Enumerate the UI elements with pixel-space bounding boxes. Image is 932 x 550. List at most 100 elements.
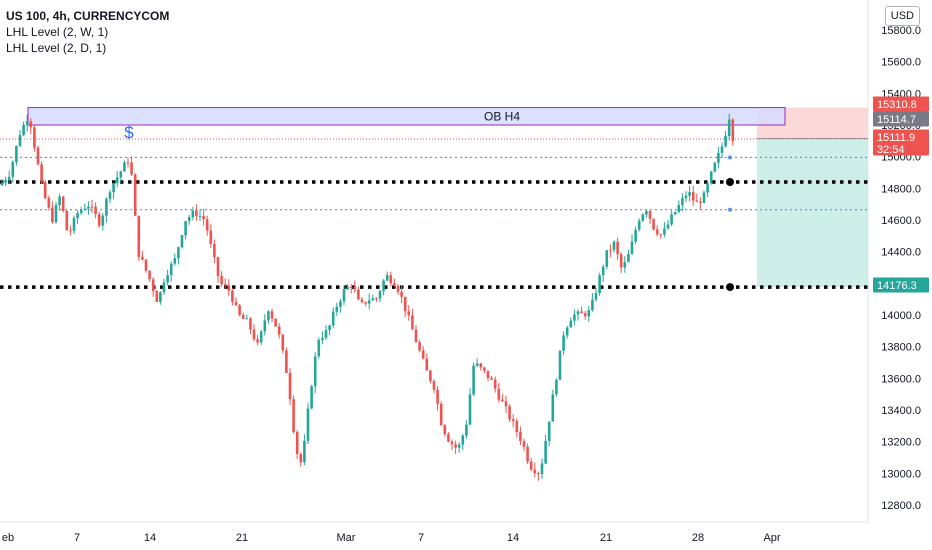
candle-body	[461, 435, 465, 445]
candle-body	[353, 286, 357, 290]
candle-body	[547, 421, 551, 441]
candle-body	[681, 198, 684, 205]
indicator-weekly[interactable]: LHL Level (2, W, 1)	[6, 25, 109, 39]
candle-body	[630, 241, 634, 254]
candle-body	[331, 311, 335, 326]
candle-body	[425, 358, 429, 371]
candle-body	[245, 318, 249, 320]
candle-body	[612, 241, 616, 251]
daily-level-dot	[728, 207, 732, 212]
weekly-level-dot	[726, 283, 734, 292]
candle-body	[123, 162, 126, 172]
candle-body	[414, 329, 418, 343]
candle-body	[717, 152, 720, 163]
candle-body	[504, 401, 508, 407]
candle-body	[288, 372, 292, 400]
candle-body	[609, 250, 612, 252]
candle-body	[349, 286, 353, 288]
candle-body	[184, 221, 187, 236]
candle-body	[637, 220, 641, 230]
candle-body	[169, 263, 173, 276]
candle-body	[209, 230, 213, 244]
candle-body	[306, 408, 310, 441]
candle-body	[238, 305, 241, 315]
candle-body	[213, 243, 216, 258]
candle-body	[223, 284, 227, 286]
candle-body	[79, 209, 83, 214]
candle-body	[198, 216, 202, 218]
candle-body	[501, 399, 504, 402]
candle-body	[285, 350, 288, 373]
candle-body	[367, 300, 371, 304]
candle-body	[407, 311, 411, 316]
candle-body	[303, 440, 306, 463]
candle-body	[695, 200, 699, 202]
candle-body	[90, 206, 94, 208]
time-tick-label: 7	[74, 532, 80, 544]
price-tick-label: 14000.0	[881, 310, 921, 322]
price-tick-label: 14400.0	[881, 247, 921, 259]
candle-body	[565, 327, 569, 336]
candle-body	[378, 291, 382, 299]
daily-level-dot	[728, 155, 732, 160]
candle-body	[659, 234, 663, 236]
candle-body	[94, 206, 97, 215]
candle-body	[40, 164, 43, 183]
candle-body	[670, 214, 673, 225]
candle-body	[346, 286, 349, 290]
price-tick-label: 14600.0	[881, 215, 921, 227]
candle-body	[195, 210, 198, 217]
candle-body	[76, 213, 79, 218]
candle-body	[508, 406, 511, 420]
price-tag-label: 14176.3	[877, 280, 917, 292]
candle-body	[148, 270, 151, 280]
candle-body	[281, 334, 285, 351]
candle-body	[486, 370, 490, 379]
candle-body	[443, 425, 447, 435]
candle-body	[173, 258, 177, 264]
indicator-daily[interactable]: LHL Level (2, D, 1)	[6, 41, 107, 55]
candle-body	[4, 180, 7, 183]
candle-body	[475, 363, 479, 366]
candle-body	[263, 320, 267, 332]
candle-body	[724, 135, 727, 147]
candle-body	[15, 145, 18, 163]
candle-body	[447, 434, 450, 442]
candle-body	[155, 291, 159, 302]
candles	[0, 113, 735, 481]
candle-body	[87, 206, 90, 209]
liquidity-dollar-marker: $	[124, 123, 134, 142]
candle-body	[119, 171, 123, 178]
candle-body	[321, 337, 324, 340]
candle-body	[436, 389, 439, 404]
candle-body	[220, 275, 223, 285]
candle-body	[706, 183, 709, 193]
time-tick-label: Mar	[337, 532, 356, 544]
symbol-title[interactable]: US 100, 4h, CURRENCYCOM	[6, 9, 170, 23]
candle-body	[468, 394, 472, 425]
candle-body	[231, 290, 234, 302]
candle-body	[389, 275, 393, 284]
candle-body	[526, 446, 529, 462]
candle-body	[540, 463, 544, 475]
candle-body	[677, 204, 681, 212]
price-tick-label: 12800.0	[881, 500, 921, 512]
candle-body	[562, 335, 565, 351]
candle-body	[551, 394, 555, 422]
order-block-zone	[27, 107, 786, 126]
order-block-label: OB H4	[484, 109, 520, 123]
candle-body	[7, 176, 11, 181]
candle-body	[396, 285, 400, 292]
candle-body	[511, 419, 515, 422]
currency-button[interactable]: USD	[884, 6, 920, 26]
price-tag-label: 15310.8	[877, 99, 917, 111]
candle-body	[313, 356, 317, 387]
candle-body	[382, 280, 385, 292]
candle-body	[310, 386, 313, 409]
candle-body	[252, 329, 256, 340]
price-tag	[873, 142, 929, 156]
time-tick-label: 14	[507, 532, 519, 544]
candle-body	[515, 421, 519, 433]
candle-body	[616, 241, 619, 255]
